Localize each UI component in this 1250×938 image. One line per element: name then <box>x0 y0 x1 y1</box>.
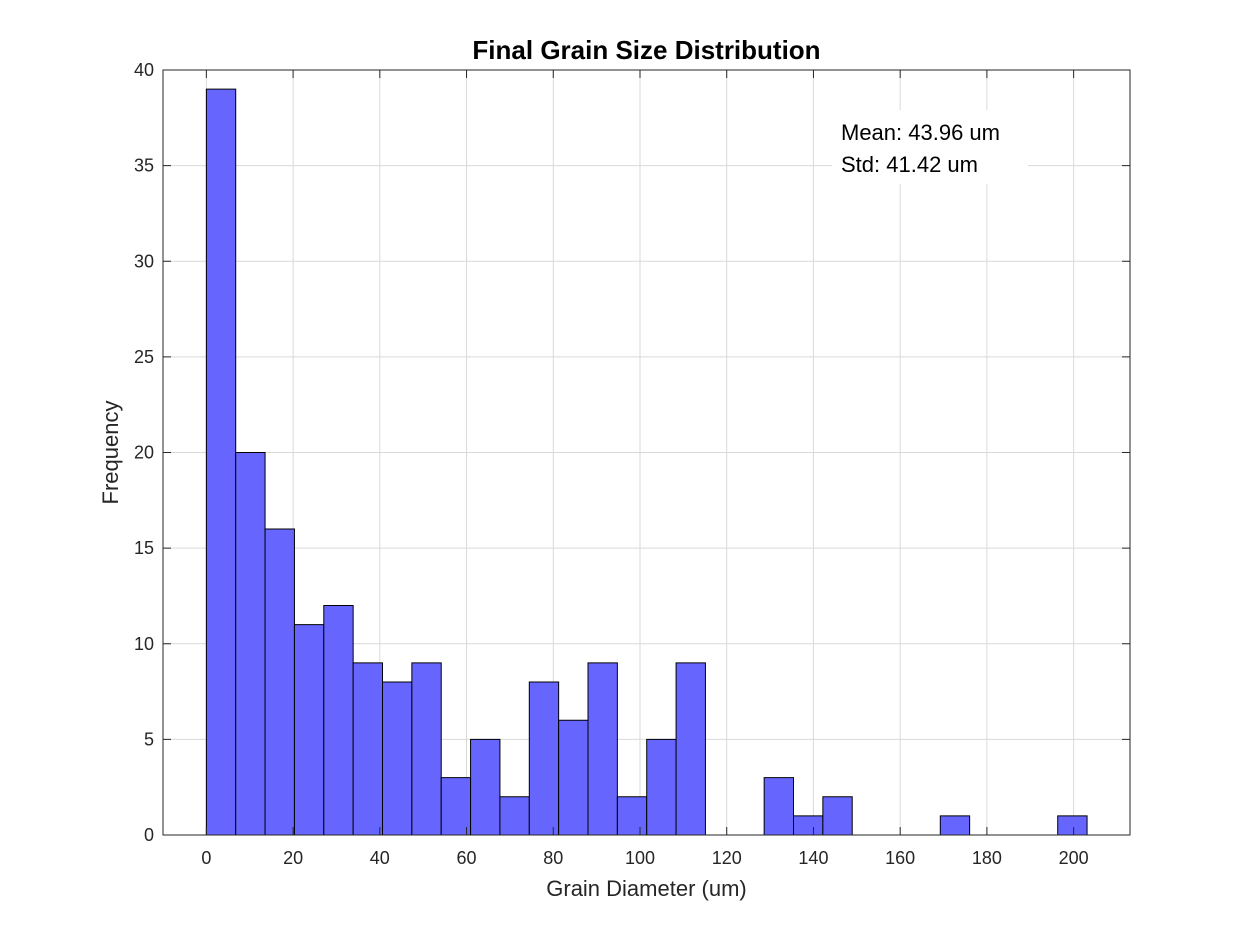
chart-title: Final Grain Size Distribution <box>472 35 820 65</box>
histogram-bar-12 <box>558 719 589 836</box>
std-annotation: Std: 41.42 um <box>841 152 978 177</box>
x-tick-label-1: 20 <box>283 848 303 868</box>
x-tick-label-6: 120 <box>712 848 742 868</box>
x-tick-label-10: 200 <box>1059 848 1089 868</box>
histogram-bar-21 <box>822 796 853 836</box>
y-tick-label-1: 5 <box>144 729 154 749</box>
x-tick-label-7: 140 <box>798 848 828 868</box>
histogram-bar-8 <box>440 777 472 836</box>
histogram-bar-13 <box>587 662 618 836</box>
histogram-bar-9 <box>470 738 501 836</box>
y-tick-label-3: 15 <box>134 538 154 558</box>
x-tick-label-9: 180 <box>972 848 1002 868</box>
y-tick-label-0: 0 <box>144 825 154 845</box>
histogram-bar-1 <box>235 452 266 836</box>
y-axis-label: Frequency <box>98 401 123 505</box>
histogram-bar-10 <box>499 796 530 836</box>
histogram-bar-29 <box>1057 815 1088 836</box>
histogram-bar-3 <box>293 624 325 836</box>
mean-annotation: Mean: 43.96 um <box>841 120 1000 145</box>
histogram-bar-0 <box>205 88 237 836</box>
histogram-bar-4 <box>323 605 354 836</box>
ticks-layer: 0 20 40 60 80 100 120 140 160 180 200 0 5 10 15 20 25 30 3… <box>134 60 1130 868</box>
bars-layer <box>205 88 1088 836</box>
x-axis-label: Grain Diameter (um) <box>546 876 746 901</box>
x-tick-label-2: 40 <box>370 848 390 868</box>
histogram-bar-19 <box>763 777 795 836</box>
y-tick-label-7: 35 <box>134 156 154 176</box>
y-tick-label-8: 40 <box>134 60 154 80</box>
stats-annotation: Mean: 43.96 um Std: 41.42 um <box>832 110 1028 184</box>
histogram-bar-15 <box>646 738 677 836</box>
y-tick-label-2: 10 <box>134 634 154 654</box>
histogram-bar-5 <box>352 662 384 836</box>
y-tick-label-5: 25 <box>134 347 154 367</box>
histogram-bar-25 <box>939 815 971 836</box>
x-tick-label-0: 0 <box>201 848 211 868</box>
y-tick-label-4: 20 <box>134 443 154 463</box>
x-tick-label-5: 100 <box>625 848 655 868</box>
x-tick-label-4: 80 <box>543 848 563 868</box>
histogram-bar-2 <box>264 528 295 836</box>
histogram-bar-7 <box>411 662 442 836</box>
histogram-bar-6 <box>382 681 413 836</box>
histogram-bar-11 <box>528 681 560 836</box>
x-tick-label-3: 60 <box>457 848 477 868</box>
x-tick-label-8: 160 <box>885 848 915 868</box>
histogram-bar-20 <box>793 815 824 836</box>
y-tick-label-6: 30 <box>134 251 154 271</box>
histogram-bar-14 <box>616 796 648 836</box>
histogram-bar-16 <box>675 662 706 836</box>
